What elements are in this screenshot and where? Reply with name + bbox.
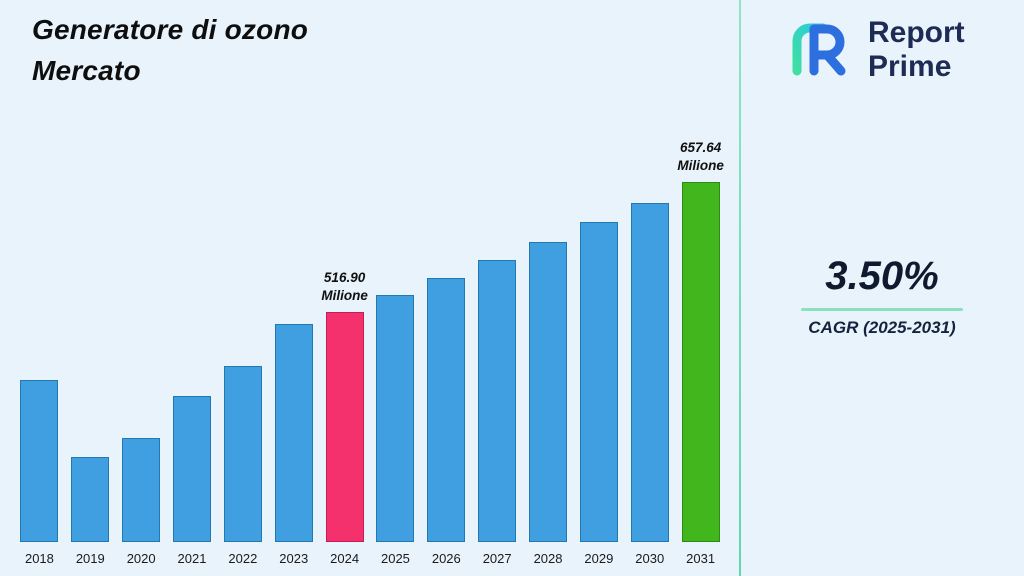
bar-value-label-2031: 657.64 Milione — [677, 139, 724, 173]
cagr-underline — [801, 308, 963, 311]
bar-2022 — [223, 366, 262, 542]
x-tick-2022: 2022 — [228, 551, 258, 566]
cagr-value: 3.50% — [825, 254, 939, 298]
bar-2031 — [681, 182, 720, 542]
report-prime-logo-text: Report Prime — [868, 16, 965, 83]
bar-column-2019: 2019 — [65, 457, 116, 566]
cagr-label: CAGR (2025-2031) — [808, 318, 956, 337]
bar-column-2029: 2029 — [573, 222, 624, 566]
x-tick-2023: 2023 — [279, 551, 309, 566]
x-tick-2021: 2021 — [177, 551, 207, 566]
logo-word-report: Report — [868, 16, 965, 50]
page-title-line-2: Mercato — [32, 54, 141, 86]
report-prime-logo-icon — [792, 23, 846, 76]
bar-2018 — [20, 380, 59, 542]
bar-2021 — [173, 396, 211, 542]
bar-column-2023: 2023 — [268, 324, 319, 566]
bar-column-2024: 516.90 Milione 2024 — [319, 269, 370, 566]
bar-column-2020: 2020 — [116, 438, 167, 566]
bar-2026 — [427, 278, 466, 542]
x-tick-2026: 2026 — [431, 551, 461, 566]
bar-2019 — [71, 457, 110, 542]
x-tick-2018: 2018 — [24, 551, 54, 566]
bar-value-label-2024: 516.90 Milione — [321, 269, 368, 303]
bar-column-2026: 2026 — [421, 278, 472, 566]
x-tick-2019: 2019 — [75, 551, 105, 566]
bar-2029 — [579, 222, 618, 542]
x-tick-2031: 2031 — [686, 551, 716, 566]
bar-2020 — [122, 438, 161, 542]
cagr-panel: 3.50% CAGR (2025-2031) — [740, 254, 1024, 338]
x-tick-2029: 2029 — [584, 551, 614, 566]
page-title-line-1: Generatore di ozono — [32, 14, 309, 45]
bar-2024 — [325, 312, 364, 542]
x-tick-2028: 2028 — [533, 551, 563, 566]
bar-2025 — [376, 295, 415, 542]
bar-2027 — [478, 260, 517, 542]
bar-column-2027: 2027 — [472, 260, 523, 566]
bar-2023 — [274, 324, 313, 542]
bar-2030 — [630, 203, 669, 542]
logo-word-prime: Prime — [868, 50, 952, 83]
bar-column-2018: 2018 — [14, 380, 65, 566]
bar-column-2028: 2028 — [523, 242, 574, 566]
vertical-divider — [739, 0, 741, 576]
x-tick-2027: 2027 — [482, 551, 512, 566]
x-tick-2030: 2030 — [635, 551, 665, 566]
bar-2028 — [529, 242, 568, 542]
bar-column-2031: 657.64 Milione 2031 — [675, 139, 726, 566]
x-tick-2024: 2024 — [330, 551, 360, 566]
x-tick-2020: 2020 — [126, 551, 156, 566]
page-title: Generatore di ozono Mercato — [32, 10, 308, 91]
x-tick-2025: 2025 — [380, 551, 410, 566]
bar-column-2022: 2022 — [217, 366, 268, 566]
bar-chart: 2018 2019 2020 2021 2022 2023 516.90 Milione 202… — [14, 46, 726, 566]
report-prime-logo: Report Prime — [782, 14, 965, 86]
bar-column-2021: 2021 — [167, 396, 218, 566]
bar-column-2030: 2030 — [624, 203, 675, 566]
bar-column-2025: 2025 — [370, 295, 421, 566]
